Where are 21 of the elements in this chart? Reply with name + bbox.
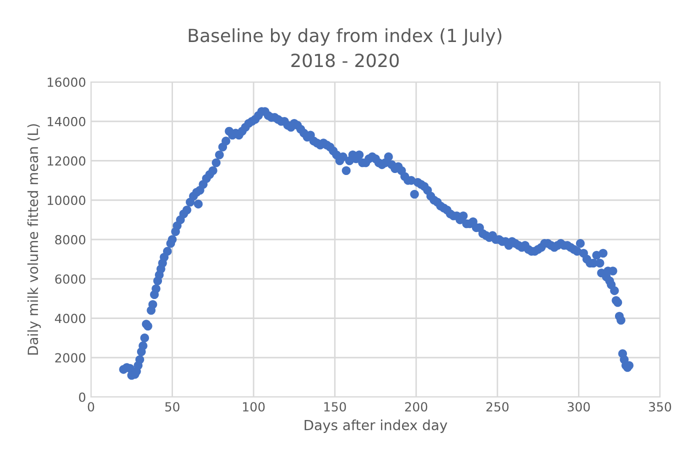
y-tick-label: 12000 <box>48 156 86 166</box>
x-axis-title: Days after index day <box>304 420 448 433</box>
chart-subtitle: 2018 - 2020 <box>291 54 399 68</box>
y-tick-label: 2000 <box>55 353 86 363</box>
x-tick-label: 150 <box>324 402 346 412</box>
y-tick-label: 10000 <box>48 196 86 206</box>
x-tick-label: 50 <box>165 402 180 412</box>
x-tick-label: 0 <box>88 402 94 412</box>
y-tick-label: 14000 <box>48 116 86 126</box>
x-tick-label: 100 <box>243 402 265 412</box>
y-tick-label: 6000 <box>55 274 86 284</box>
chart-title: Baseline by day from index (1 July) <box>188 28 502 46</box>
y-tick-label: 4000 <box>54 314 86 324</box>
y-tick-label: 16000 <box>48 77 86 87</box>
x-tick-label: 250 <box>486 402 509 412</box>
x-tick-label: 200 <box>405 402 428 412</box>
y-axis-title: Daily milk volume fitted mean (L) <box>27 124 41 355</box>
x-tick-label: 300 <box>568 402 590 412</box>
y-tick-label: 8000 <box>55 234 86 244</box>
x-tick-label: 350 <box>649 402 672 412</box>
y-tick-label: 0 <box>79 392 86 402</box>
